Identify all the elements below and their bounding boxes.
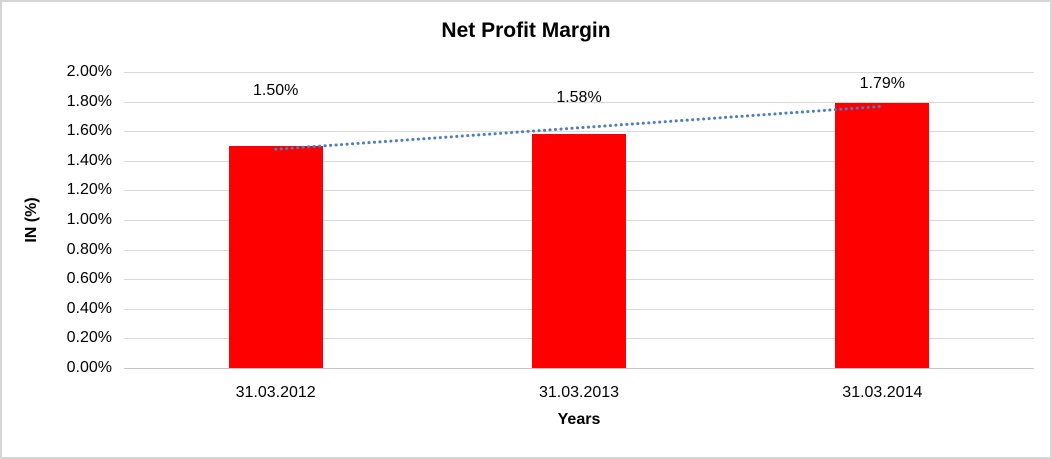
y-axis-tick-label: 2.00% (66, 63, 112, 80)
data-label: 1.79% (859, 75, 906, 93)
bar-31.03.2012 (228, 146, 323, 368)
y-axis-tick-label: 1.60% (66, 122, 112, 140)
y-axis-tick-label: 0.40% (66, 299, 112, 317)
y-axis-title: IN (%) (23, 197, 40, 243)
y-axis-tick-label: 1.80% (66, 92, 112, 110)
x-axis-tick-label: 31.03.2013 (538, 384, 620, 401)
data-label: 1.58% (556, 89, 602, 107)
data-label: 1.50% (252, 82, 299, 99)
y-axis-tick-label: 1.00% (66, 211, 112, 228)
y-axis-tick-label: 1.20% (66, 181, 112, 199)
y-axis-tick-label: 1.40% (66, 151, 112, 169)
gridline (124, 101, 1034, 103)
x-axis-title: Years (557, 411, 601, 428)
x-axis-tick-label: 31.03.2012 (235, 384, 316, 401)
y-axis-tick-label: 0.60% (66, 270, 112, 288)
x-axis-line (124, 368, 1034, 369)
y-axis-tick-label: 0.20% (66, 329, 112, 347)
x-axis-tick-label: 31.03.2014 (842, 384, 923, 401)
y-axis-tick-label: 0.00% (66, 359, 112, 376)
bar-31.03.2013 (532, 134, 626, 368)
bar-31.03.2014 (835, 103, 930, 368)
gridline (124, 72, 1034, 73)
y-axis-tick-label: 0.80% (66, 240, 112, 258)
chart-title: Net Profit Margin (441, 19, 611, 42)
